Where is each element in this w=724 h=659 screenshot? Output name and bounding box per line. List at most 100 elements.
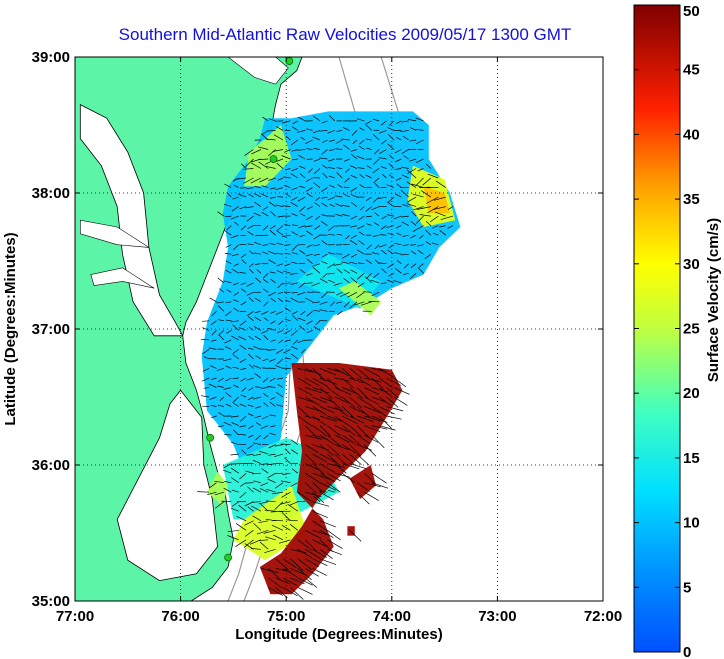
vector-arrow — [393, 396, 408, 406]
vector-arrow — [247, 353, 254, 360]
vector-arrow — [328, 184, 335, 188]
vector-arrow — [240, 301, 247, 306]
vector-arrow — [312, 491, 325, 503]
vector-arrow — [278, 320, 284, 325]
vector-arrow — [315, 215, 321, 220]
vector-arrow — [257, 146, 269, 150]
vector-arrow — [312, 263, 321, 267]
vector-arrow — [412, 225, 424, 233]
vector-arrow — [396, 183, 402, 188]
vector-arrow — [345, 168, 350, 173]
vector-arrow — [232, 177, 239, 182]
vector-arrow — [253, 480, 261, 484]
vector-arrow — [273, 134, 284, 141]
vector-arrow — [312, 463, 325, 475]
vector-arrow — [417, 267, 424, 274]
vector-arrow — [252, 472, 261, 475]
vector-arrow — [265, 138, 276, 141]
vector-arrow — [284, 357, 291, 360]
vector-arrow — [319, 301, 328, 305]
vector-arrow — [349, 301, 358, 309]
vector-arrow — [374, 244, 380, 250]
vector-arrow — [322, 172, 328, 179]
vector-arrow — [328, 139, 335, 142]
vector-arrow — [247, 316, 254, 322]
vector-arrow — [266, 488, 276, 493]
vector-arrow — [394, 158, 402, 163]
vector-arrow — [319, 368, 337, 376]
vector-arrow — [304, 482, 317, 494]
vector-arrow — [225, 301, 232, 303]
vector-arrow — [261, 468, 269, 474]
vector-arrow — [252, 453, 261, 457]
vector-arrow — [327, 377, 341, 391]
vector-arrow — [327, 444, 340, 456]
vector-arrow — [273, 534, 284, 541]
vector-arrow — [422, 177, 432, 186]
vector-arrow — [270, 187, 276, 190]
vector-arrow — [364, 276, 372, 284]
vector-arrow — [253, 252, 261, 255]
vector-arrow — [426, 196, 439, 204]
vector-arrow — [203, 387, 210, 389]
vector-arrow — [336, 167, 343, 169]
vector-arrow — [329, 149, 335, 151]
vector-arrow — [328, 175, 335, 179]
vector-arrow — [274, 453, 284, 458]
vector-arrow — [233, 307, 239, 312]
vector-arrow — [382, 174, 387, 179]
vector-arrow — [334, 444, 350, 451]
vector-arrow — [253, 212, 262, 217]
colorbar-tick-label: 45 — [683, 62, 700, 79]
colorbar-tick-label: 15 — [683, 450, 700, 467]
vector-arrow — [239, 272, 247, 274]
vector-arrow — [393, 280, 402, 284]
vector-arrow — [283, 185, 291, 188]
vector-arrow — [247, 444, 254, 450]
vector-arrow — [214, 480, 224, 484]
vector-arrow — [235, 539, 247, 547]
vector-arrow — [319, 377, 337, 385]
vector-arrow — [334, 396, 349, 404]
vector-arrow — [356, 406, 371, 418]
vector-arrow — [401, 166, 409, 169]
vector-arrow — [319, 157, 328, 160]
vector-arrow — [336, 311, 343, 316]
vector-arrow — [254, 373, 262, 379]
vector-arrow — [256, 422, 262, 426]
vector-arrow — [230, 415, 239, 418]
vector-arrow — [290, 439, 299, 445]
vector-arrow — [298, 116, 306, 122]
map-layer — [75, 57, 603, 601]
vector-arrow — [341, 261, 350, 265]
vector-arrow — [238, 193, 247, 198]
vector-arrow — [209, 365, 217, 369]
vector-arrow — [395, 168, 402, 170]
vector-arrow — [327, 396, 341, 409]
vector-arrow — [268, 259, 276, 265]
vector-arrow — [313, 168, 321, 175]
vector-arrow — [263, 434, 269, 440]
vector-arrow — [343, 278, 350, 284]
vector-arrow — [356, 249, 365, 255]
vector-arrow — [319, 278, 328, 284]
vector-arrow — [231, 463, 239, 465]
vector-arrow — [290, 482, 298, 487]
vector-arrow — [282, 558, 297, 569]
vector-arrow — [395, 193, 402, 198]
vector-arrow — [240, 377, 247, 382]
vector-arrow — [223, 358, 232, 362]
vector-arrow — [269, 377, 276, 382]
vector-arrow — [259, 177, 269, 183]
vector-arrow — [335, 139, 343, 144]
vector-arrow — [275, 587, 288, 599]
vector-arrow — [319, 444, 334, 456]
vector-arrow — [202, 327, 210, 331]
vector-arrow — [272, 149, 284, 152]
vector-arrow — [366, 165, 372, 169]
vector-arrow — [290, 577, 305, 585]
vector-arrow — [233, 403, 239, 407]
stations — [206, 57, 294, 562]
vector-arrow — [299, 269, 306, 274]
vector-arrow — [381, 268, 387, 274]
